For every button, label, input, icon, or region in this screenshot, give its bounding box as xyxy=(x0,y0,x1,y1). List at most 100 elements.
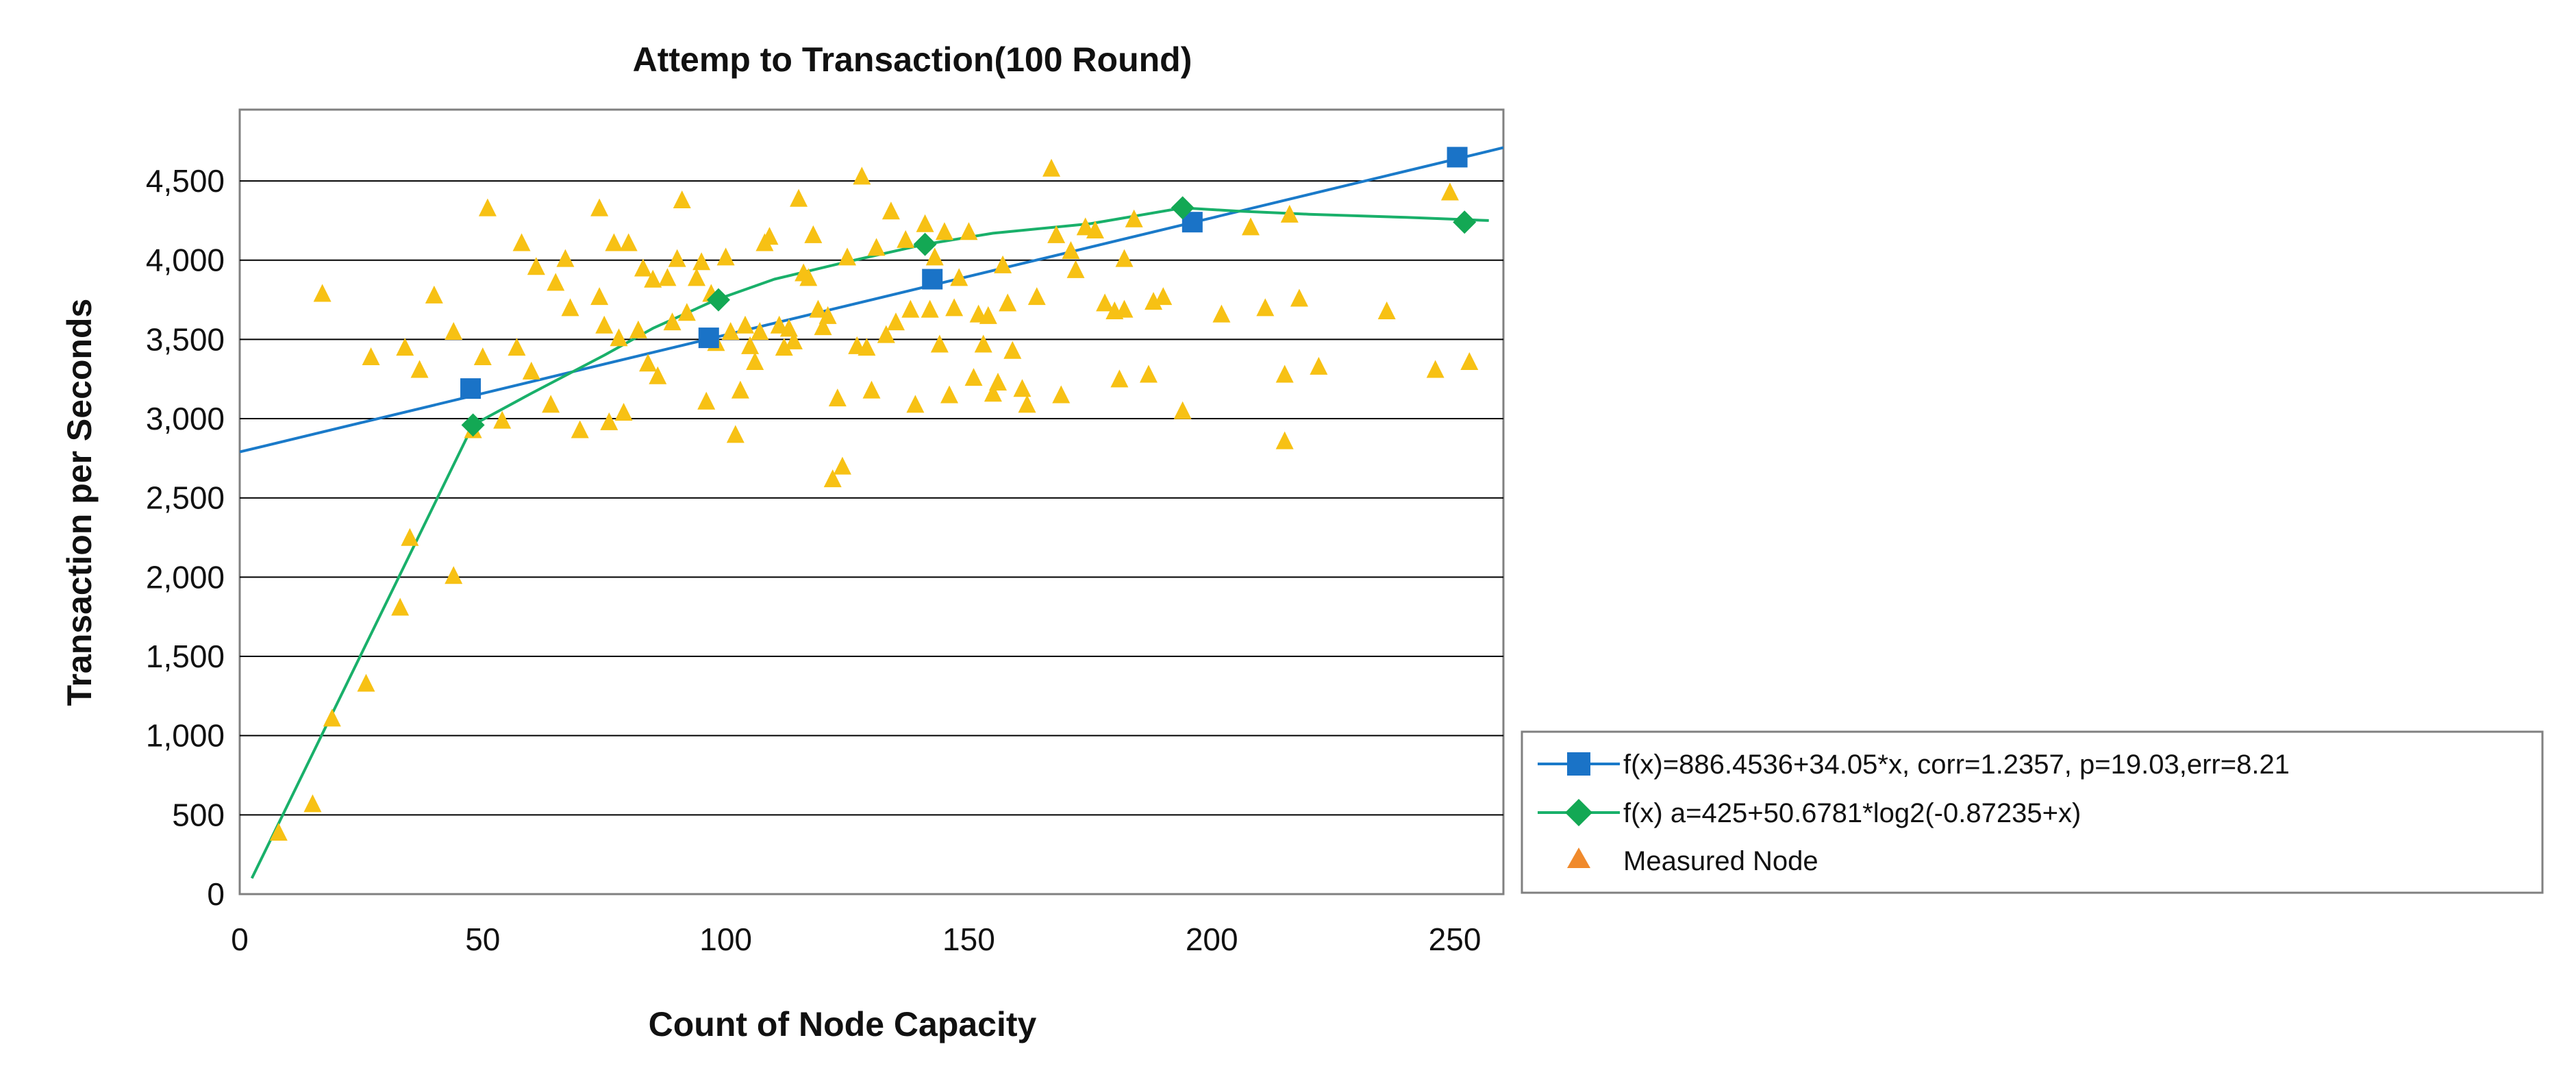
measured-point xyxy=(634,258,652,277)
legend-linear-marker xyxy=(1567,752,1590,776)
measured-point xyxy=(979,306,997,324)
measured-point xyxy=(833,456,851,475)
measured-point xyxy=(668,249,686,267)
measured-point xyxy=(410,360,429,378)
log-fit-line xyxy=(250,206,1489,879)
measured-point xyxy=(1096,293,1114,312)
measured-point xyxy=(886,312,905,331)
measured-point xyxy=(1110,369,1129,388)
measured-point xyxy=(595,315,614,334)
measured-point xyxy=(1047,225,1066,243)
measured-point xyxy=(677,303,696,321)
measured-point xyxy=(1115,299,1134,318)
y-tick-label: 1,500 xyxy=(146,639,225,674)
legend-log-marker xyxy=(1565,799,1592,826)
y-tick-label: 2,500 xyxy=(146,480,225,516)
log-marker xyxy=(1171,196,1195,220)
measured-point xyxy=(1154,287,1173,306)
measured-point xyxy=(726,425,745,443)
measured-point xyxy=(814,317,832,336)
x-tick-label: 50 xyxy=(465,922,500,957)
measured-point xyxy=(445,322,463,341)
measured-point xyxy=(828,388,847,407)
measured-point xyxy=(396,338,414,356)
measured-point xyxy=(751,322,769,341)
y-tick-label: 1,000 xyxy=(146,718,225,754)
measured-point xyxy=(1173,401,1192,419)
y-tick-label: 4,000 xyxy=(146,243,225,278)
measured-point xyxy=(527,257,545,275)
measured-point xyxy=(1212,304,1231,323)
measured-point xyxy=(610,328,628,347)
measured-point xyxy=(1460,351,1479,370)
y-tick-label: 0 xyxy=(207,876,225,912)
measured-point xyxy=(784,331,803,349)
measured-point xyxy=(906,395,925,413)
measured-point xyxy=(779,319,798,337)
legend-measured-label: Measured Node xyxy=(1623,846,1818,876)
measured-point xyxy=(1086,220,1104,238)
measured-point xyxy=(1290,288,1308,307)
measured-point xyxy=(999,293,1017,312)
legend: f(x)=886.4536+34.05*x, corr=1.2357, p=19… xyxy=(1521,730,2544,894)
linear-fit-line xyxy=(240,146,1503,454)
measured-point xyxy=(1139,364,1158,383)
measured-point xyxy=(940,385,959,404)
measured-point xyxy=(1076,217,1095,236)
measured-point xyxy=(303,794,322,813)
linear-marker xyxy=(1447,147,1468,168)
measured-point xyxy=(619,233,638,251)
measured-point xyxy=(1125,209,1143,227)
measured-point xyxy=(401,528,419,546)
measured-point xyxy=(1275,364,1294,383)
y-tick-label: 4,500 xyxy=(146,163,225,199)
x-tick-label: 200 xyxy=(1186,922,1238,957)
measured-point xyxy=(994,255,1012,273)
measured-point xyxy=(877,325,895,343)
measured-point xyxy=(445,566,463,584)
x-tick-label: 150 xyxy=(942,922,995,957)
measured-point xyxy=(269,822,288,841)
measured-point xyxy=(692,252,711,271)
log-marker xyxy=(461,413,485,437)
measured-point xyxy=(571,420,589,438)
measured-point xyxy=(1052,385,1071,404)
measured-point xyxy=(1013,379,1031,397)
measured-point xyxy=(770,315,788,334)
measured-point xyxy=(989,373,1007,391)
measured-point xyxy=(716,247,735,266)
measured-point xyxy=(1145,292,1163,310)
measured-point xyxy=(945,298,964,317)
measured-point xyxy=(1062,241,1080,260)
measured-point xyxy=(721,322,740,341)
measured-point xyxy=(1275,431,1294,449)
measured-point xyxy=(512,233,531,251)
measured-point xyxy=(313,284,332,302)
data-points xyxy=(269,147,1479,841)
measured-point xyxy=(1426,360,1445,378)
measured-point xyxy=(688,268,706,286)
x-tick-label: 0 xyxy=(231,922,249,957)
measured-point xyxy=(1003,341,1022,359)
measured-point xyxy=(1280,204,1299,223)
measured-point xyxy=(493,410,512,429)
x-tick-label: 100 xyxy=(699,922,752,957)
y-tick-label: 500 xyxy=(172,797,225,832)
measured-point xyxy=(974,334,992,353)
measured-point xyxy=(1042,158,1061,177)
measured-point xyxy=(542,395,560,413)
measured-point xyxy=(508,338,526,356)
measured-point xyxy=(804,225,823,243)
measured-point xyxy=(658,268,677,286)
measured-point xyxy=(838,247,857,266)
measured-point xyxy=(916,214,934,232)
measured-point xyxy=(1242,217,1260,236)
measured-point xyxy=(809,299,827,318)
legend-measured-marker xyxy=(1567,848,1590,868)
log-marker xyxy=(913,232,937,256)
measured-point xyxy=(697,391,716,410)
x-axis-label: Count of Node Capacity xyxy=(649,1005,1037,1043)
measured-point xyxy=(590,287,609,306)
